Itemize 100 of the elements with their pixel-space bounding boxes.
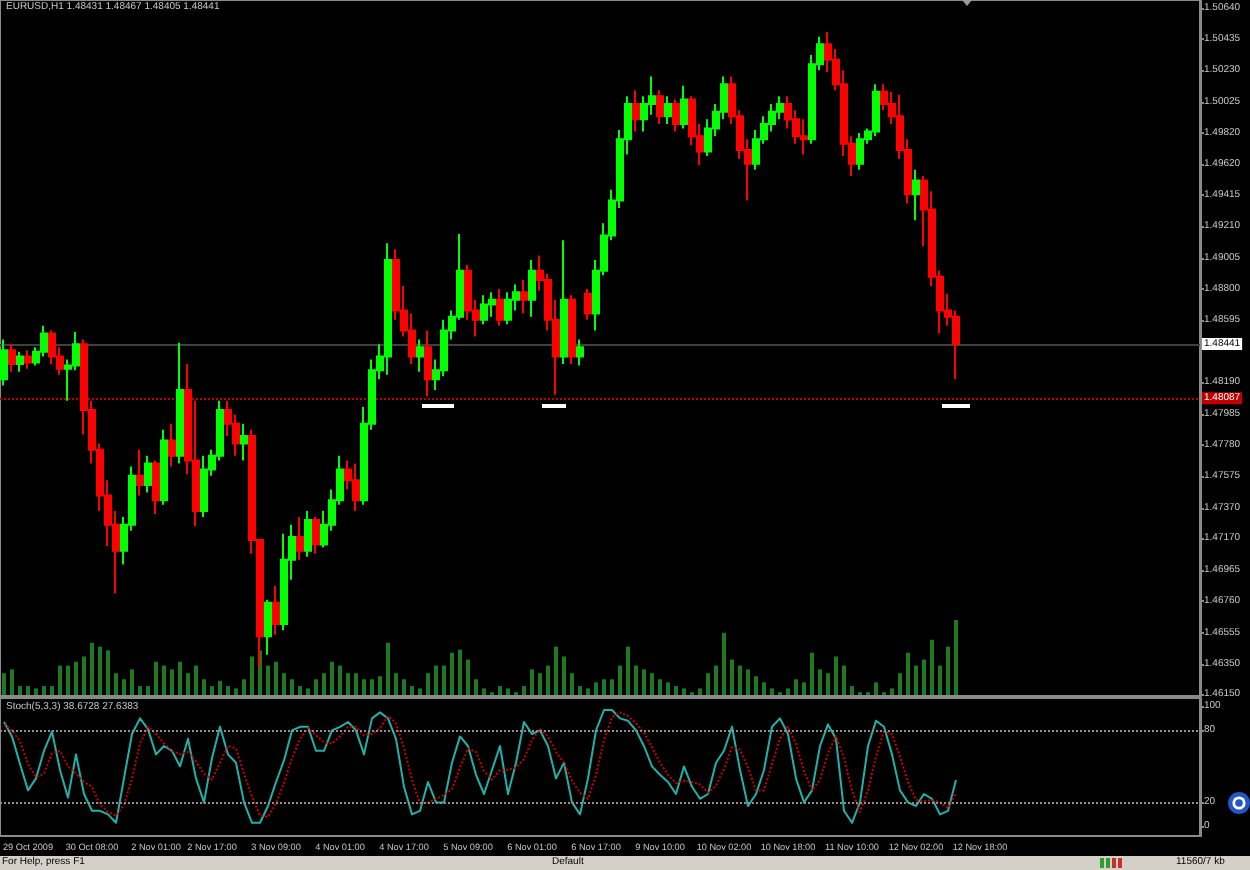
bar bbox=[618, 665, 622, 696]
bar bbox=[890, 688, 894, 696]
candlestick bbox=[672, 98, 680, 133]
bar bbox=[954, 620, 958, 696]
bar bbox=[770, 688, 774, 696]
candlestick bbox=[528, 259, 536, 318]
bar bbox=[546, 665, 550, 696]
candlestick bbox=[176, 341, 184, 465]
candlestick bbox=[352, 462, 360, 512]
bar bbox=[914, 665, 918, 696]
bar bbox=[266, 665, 270, 696]
bar bbox=[930, 639, 934, 696]
bar bbox=[42, 686, 46, 696]
bar bbox=[906, 652, 910, 696]
bar bbox=[146, 686, 150, 696]
candlestick bbox=[304, 509, 312, 558]
bar bbox=[18, 686, 22, 696]
bar bbox=[218, 680, 222, 696]
candlestick bbox=[200, 454, 208, 519]
bar bbox=[874, 682, 878, 696]
bar bbox=[442, 665, 446, 696]
bar bbox=[482, 688, 486, 696]
candlestick bbox=[240, 422, 248, 462]
bar bbox=[650, 673, 654, 696]
bar bbox=[26, 686, 30, 696]
bar bbox=[10, 669, 14, 696]
candlestick bbox=[264, 598, 272, 656]
candlestick bbox=[40, 324, 48, 358]
bar bbox=[938, 665, 942, 696]
candlestick bbox=[584, 288, 592, 321]
bar bbox=[602, 679, 606, 696]
candlestick bbox=[312, 516, 320, 555]
bar bbox=[746, 669, 750, 696]
bar bbox=[554, 646, 558, 696]
bar bbox=[322, 673, 326, 696]
bar bbox=[738, 665, 742, 696]
bar bbox=[338, 665, 342, 696]
bar bbox=[834, 656, 838, 696]
bar bbox=[202, 679, 206, 696]
bar bbox=[106, 650, 110, 696]
bar bbox=[578, 686, 582, 696]
bar bbox=[922, 659, 926, 696]
bar bbox=[130, 669, 134, 696]
bar bbox=[290, 679, 294, 696]
bar bbox=[730, 659, 734, 696]
bar bbox=[698, 688, 702, 696]
bar bbox=[298, 686, 302, 696]
bar bbox=[138, 686, 142, 696]
candlestick bbox=[152, 459, 160, 515]
bar bbox=[762, 682, 766, 696]
bar bbox=[2, 673, 6, 696]
bar bbox=[210, 686, 214, 696]
bar bbox=[170, 669, 174, 696]
bar bbox=[58, 665, 62, 696]
bar bbox=[426, 673, 430, 696]
bar bbox=[450, 652, 454, 696]
bar bbox=[402, 679, 406, 696]
bar bbox=[370, 679, 374, 696]
bar bbox=[82, 656, 86, 696]
bar bbox=[250, 656, 254, 696]
bar bbox=[666, 682, 670, 696]
bar bbox=[122, 679, 126, 696]
bar bbox=[410, 686, 414, 696]
bar bbox=[434, 665, 438, 696]
bar bbox=[794, 679, 798, 696]
candlestick bbox=[680, 84, 688, 130]
bar bbox=[466, 659, 470, 696]
bar bbox=[306, 688, 310, 696]
candlestick bbox=[560, 239, 568, 366]
candlestick bbox=[488, 291, 496, 318]
bar bbox=[354, 673, 358, 696]
bar bbox=[346, 673, 350, 696]
bar bbox=[386, 642, 390, 696]
bar bbox=[282, 673, 286, 696]
bar bbox=[658, 679, 662, 696]
candlestick bbox=[496, 288, 504, 327]
bar bbox=[842, 665, 846, 696]
candlestick bbox=[0, 338, 8, 387]
bar bbox=[898, 673, 902, 696]
bar bbox=[114, 673, 118, 696]
candlestick bbox=[664, 95, 672, 125]
bar bbox=[458, 649, 462, 696]
bar bbox=[234, 688, 238, 696]
bar bbox=[314, 679, 318, 696]
bar bbox=[498, 686, 502, 696]
bar bbox=[378, 676, 382, 696]
candlestick bbox=[872, 83, 880, 138]
bar bbox=[274, 661, 278, 696]
bar bbox=[186, 673, 190, 696]
bar bbox=[194, 665, 198, 696]
bar bbox=[74, 661, 78, 696]
bar bbox=[818, 669, 822, 696]
bar bbox=[66, 665, 70, 696]
candlestick bbox=[136, 448, 144, 497]
candlestick bbox=[416, 338, 424, 373]
bar bbox=[722, 632, 726, 696]
candlestick bbox=[424, 329, 432, 398]
bar bbox=[810, 652, 814, 696]
bar bbox=[594, 682, 598, 696]
candlestick bbox=[656, 89, 664, 125]
